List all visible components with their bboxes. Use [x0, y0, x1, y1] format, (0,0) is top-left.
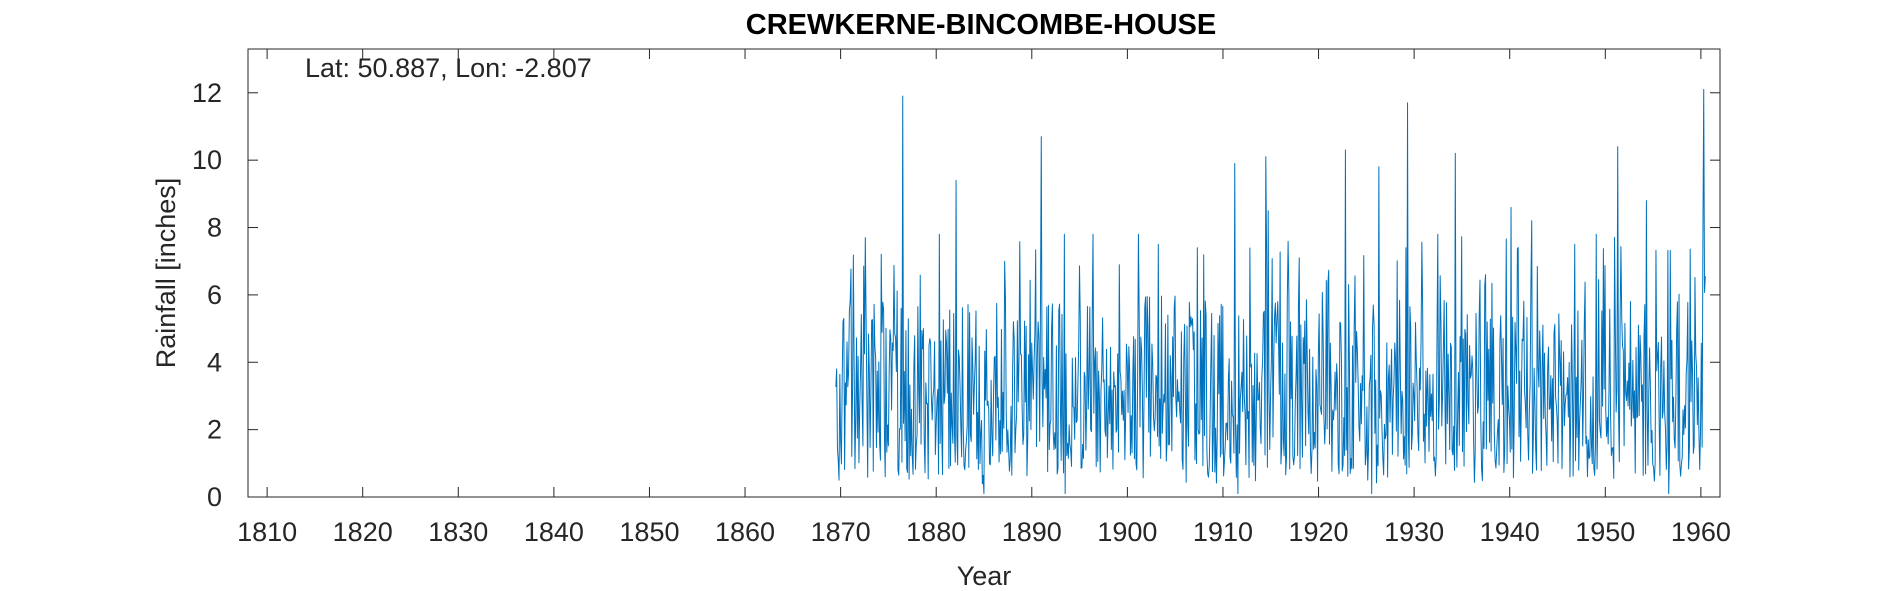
- x-axis: 1810 1820 1830 1840 1850 1860 1870 1880 1890 1900…: [237, 49, 1731, 547]
- chart-title: CREWKERNE-BINCOMBE-HOUSE: [746, 9, 1216, 41]
- x-tick-label: 1960: [1671, 517, 1731, 547]
- x-tick-label: 1870: [811, 517, 871, 547]
- plot-frame: [247, 48, 1721, 498]
- x-tick-label: 1840: [524, 517, 584, 547]
- y-tick-label: 4: [207, 347, 222, 377]
- x-axis-label: Year: [957, 561, 1012, 591]
- x-tick-label: 1850: [619, 517, 679, 547]
- y-axis-label: Rainfall [inches]: [151, 178, 181, 369]
- rainfall-line: [835, 88, 1706, 495]
- x-tick-label: 1900: [1097, 517, 1157, 547]
- y-tick-label: 10: [192, 145, 222, 175]
- x-tick-label: 1860: [715, 517, 775, 547]
- y-axis: 0 2 4 6 8 10 12: [192, 78, 1720, 512]
- x-tick-label: 1910: [1193, 517, 1253, 547]
- x-tick-label: 1810: [237, 517, 297, 547]
- x-tick-label: 1930: [1384, 517, 1444, 547]
- rainfall-series: [835, 88, 1706, 495]
- y-tick-label: 8: [207, 213, 222, 243]
- x-tick-label: 1940: [1480, 517, 1540, 547]
- x-tick-label: 1820: [333, 517, 393, 547]
- x-tick-label: 1950: [1575, 517, 1635, 547]
- y-tick-label: 0: [207, 482, 222, 512]
- station-location-annotation: Lat: 50.887, Lon: -2.807: [305, 53, 592, 83]
- x-tick-label: 1830: [428, 517, 488, 547]
- y-tick-label: 6: [207, 280, 222, 310]
- y-tick-label: 2: [207, 415, 222, 445]
- y-tick-label: 12: [192, 78, 222, 108]
- x-tick-label: 1890: [1002, 517, 1062, 547]
- x-tick-label: 1920: [1289, 517, 1349, 547]
- x-tick-label: 1880: [906, 517, 966, 547]
